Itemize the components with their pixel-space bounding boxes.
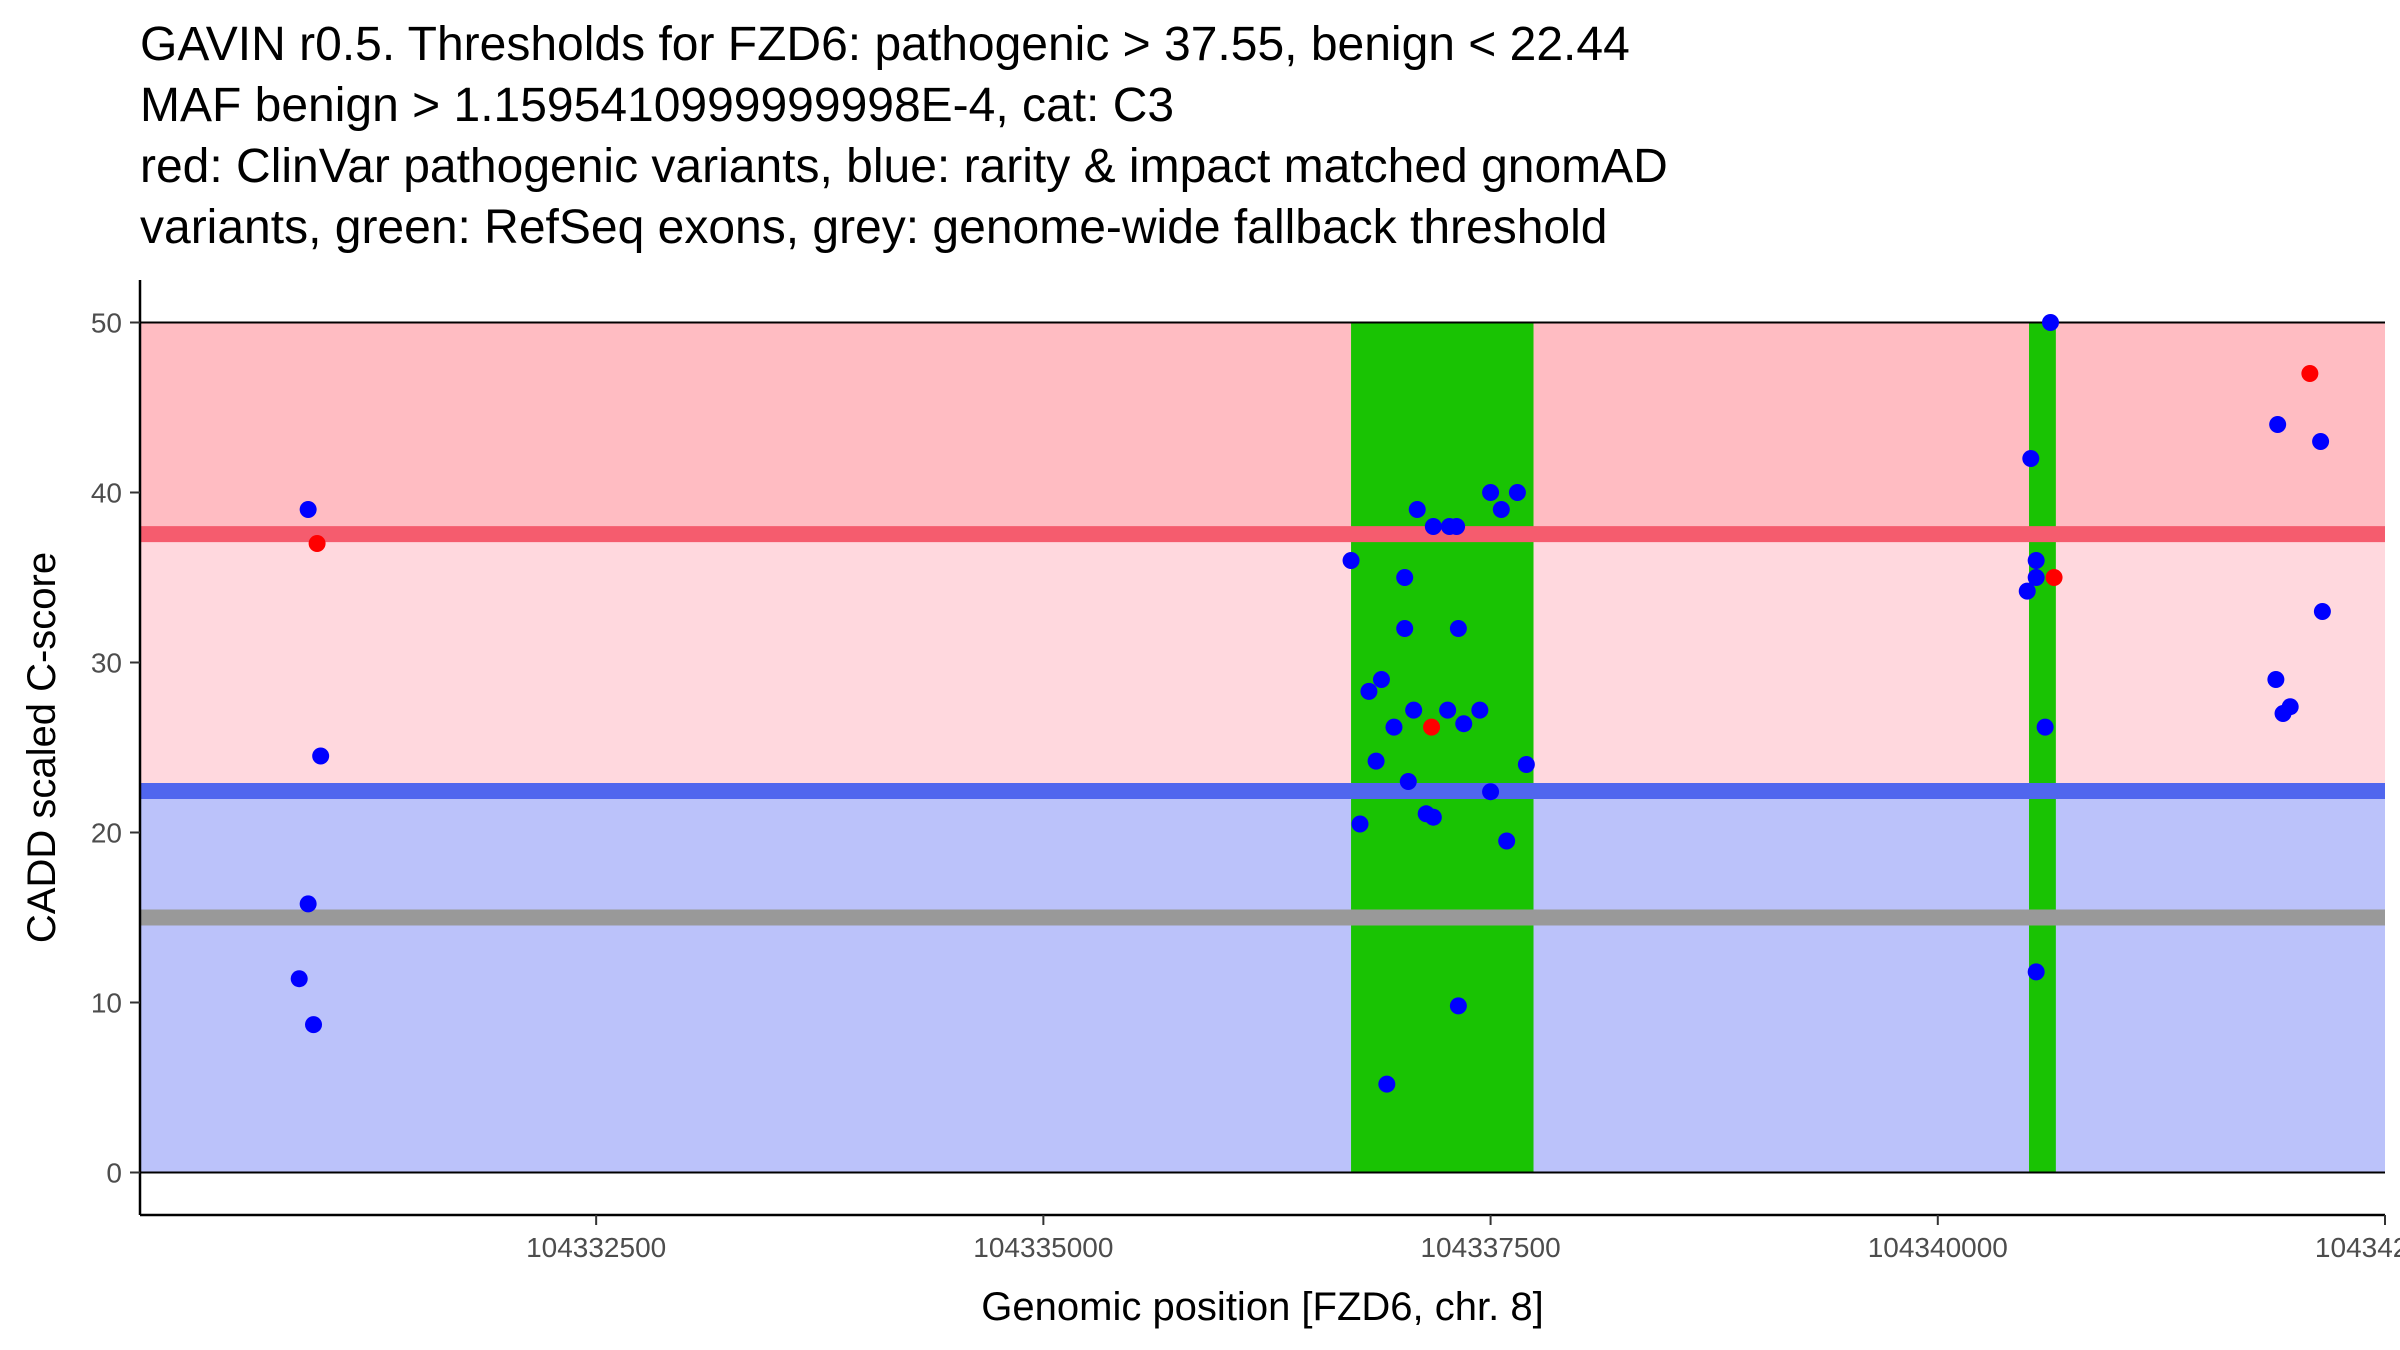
exon-bar-2 — [2029, 322, 2056, 1173]
gnomad-point-19 — [1424, 808, 1442, 826]
gnomad-point-38 — [2027, 963, 2045, 981]
gnomad-point-22 — [1439, 701, 1457, 719]
y-tick-label-30: 30 — [91, 648, 122, 679]
vus-zone-band — [140, 534, 2385, 792]
title-line-2: MAF benign > 1.1595410999999998E-4, cat:… — [140, 79, 1175, 132]
gnomad-point-28 — [1482, 783, 1500, 801]
gnomad-point-1 — [299, 501, 317, 518]
gnomad-point-26 — [1455, 715, 1473, 733]
gnomad-point-16 — [1405, 701, 1423, 719]
y-tick-label-50: 50 — [91, 308, 122, 339]
gnomad-point-6 — [1342, 552, 1360, 569]
title-line-3: red: ClinVar pathogenic variants, blue: … — [140, 140, 1668, 193]
gnomad-point-14 — [1396, 620, 1414, 637]
gnomad-point-34 — [2018, 582, 2036, 600]
x-tick-label-104340000: 104340000 — [1868, 1232, 2008, 1263]
gnomad-point-10 — [1372, 671, 1390, 688]
y-tick-label-0: 0 — [106, 1158, 122, 1189]
chart-title: GAVIN r0.5. Thresholds for FZD6: pathoge… — [140, 14, 2380, 258]
gnomad-point-23 — [1448, 518, 1466, 535]
y-tick-label-20: 20 — [91, 818, 122, 849]
gnomad-point-4 — [305, 1016, 323, 1034]
gnomad-point-31 — [1498, 832, 1516, 850]
gnomad-point-29 — [1482, 484, 1500, 501]
pathogenic-zone-band — [140, 322, 2385, 535]
gnomad-point-42 — [2267, 671, 2285, 688]
clinvar-point-2 — [1423, 718, 1441, 736]
x-axis-title: Genomic position [FZD6, chr. 8] — [981, 1285, 1543, 1329]
plot-area — [140, 314, 2385, 1174]
benign-zone-band — [140, 791, 2385, 1173]
gnomad-point-24 — [1449, 620, 1467, 637]
gnomad-point-3 — [290, 970, 308, 988]
gnomad-point-20 — [1424, 518, 1442, 535]
gnomad-point-9 — [1367, 752, 1385, 770]
gnomad-point-7 — [1351, 815, 1369, 833]
gnomad-point-32 — [1508, 484, 1526, 501]
gnomad-point-30 — [1492, 501, 1510, 518]
gnomad-point-11 — [1378, 1075, 1396, 1093]
axes: 0 10 20 30 40 50 104332500 104335000 104337500 10… — [91, 280, 2400, 1263]
gnomad-point-45 — [2312, 433, 2330, 450]
gnomad-point-25 — [1449, 997, 1467, 1015]
gnomad-point-39 — [2036, 718, 2054, 736]
x-tick-label-104332500: 104332500 — [526, 1232, 666, 1263]
gnomad-point-13 — [1396, 569, 1414, 586]
gnomad-point-44 — [2281, 698, 2299, 716]
gnomad-point-37 — [2027, 569, 2045, 586]
gnomad-point-35 — [2022, 450, 2040, 467]
clinvar-point-1 — [308, 535, 326, 552]
clinvar-point-4 — [2301, 365, 2319, 382]
x-tick-label-104335000: 104335000 — [973, 1232, 1113, 1263]
gnomad-point-17 — [1408, 501, 1426, 518]
gnomad-point-8 — [1360, 682, 1378, 700]
gnomad-point-27 — [1471, 701, 1489, 719]
gnomad-point-15 — [1399, 773, 1417, 790]
gnomad-point-2 — [299, 895, 317, 913]
gnomad-point-46 — [2313, 603, 2331, 620]
x-tick-label-104342500: 104342500 — [2315, 1232, 2400, 1263]
gnomad-point-41 — [2269, 416, 2287, 433]
gnomad-point-33 — [1517, 756, 1535, 773]
gnomad-point-5 — [312, 747, 330, 765]
gnomad-point-40 — [2041, 314, 2059, 331]
gnomad-point-12 — [1385, 718, 1403, 736]
y-axis-title: CADD scaled C-score — [20, 552, 64, 943]
y-tick-label-10: 10 — [91, 988, 122, 1019]
exon-bar-1 — [1351, 322, 1534, 1173]
gnomad-point-36 — [2027, 552, 2045, 569]
title-line-1: GAVIN r0.5. Thresholds for FZD6: pathoge… — [140, 18, 1630, 71]
y-tick-label-40: 40 — [91, 478, 122, 509]
title-line-4: variants, green: RefSeq exons, grey: gen… — [140, 201, 1608, 254]
x-tick-label-104337500: 104337500 — [1420, 1232, 1560, 1263]
clinvar-point-3 — [2045, 569, 2063, 586]
